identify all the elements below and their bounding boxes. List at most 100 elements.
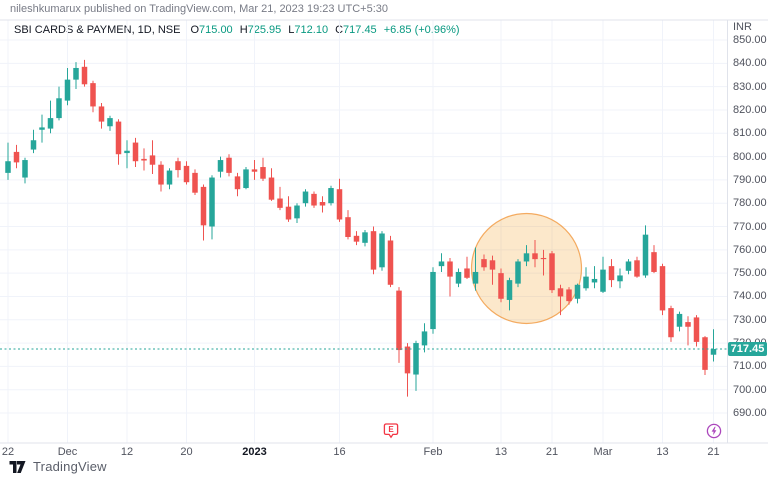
price-tick-label: 690.00 [733,407,767,419]
lightning-icon[interactable] [706,423,722,444]
candle-body [39,127,45,130]
highlight-circle[interactable] [470,212,583,325]
candle-body [379,233,385,268]
time-tick-label: 16 [333,446,346,458]
candle-body [30,140,37,150]
time-tick-label: 22 [1,446,15,458]
candle-body [651,252,657,272]
candle-body [336,189,343,220]
candle-body [328,188,334,204]
candle-body [200,186,207,226]
candle-body [523,253,530,262]
candle-body [158,164,164,185]
candle-body [489,260,496,270]
candle-body [387,240,394,285]
tradingview-brand-text[interactable]: TradingView [33,459,107,474]
candle-body [659,266,666,311]
candle-body [685,322,691,327]
time-tick-label: 21 [707,446,720,458]
candle-body [294,205,300,219]
time-tick-label: Dec [57,446,78,458]
candle-body [625,261,632,271]
candle-body [515,261,521,284]
price-tick-label: 760.00 [733,243,767,256]
last-price-label: 717.45 [728,342,767,356]
candle-body [209,177,215,227]
candle-body [438,261,445,267]
price-tick-label: 800.00 [733,150,767,163]
candle-body [183,165,190,183]
price-tick-label: 730.00 [733,313,767,326]
candle-body [634,260,640,277]
candle-body [268,177,275,200]
candle-body [498,273,504,299]
candle-body [5,161,11,173]
candle-body [574,284,581,299]
candle-body [260,167,266,179]
time-tick-label: 13 [656,446,669,458]
candle-body [56,98,62,119]
earnings-icon[interactable]: E [383,423,399,445]
candle-body [217,160,224,172]
price-tick-label: 850.00 [733,34,767,46]
candle-body [251,169,258,172]
candle-body [404,346,411,374]
candle-body [430,271,436,330]
time-tick-label: 20 [180,446,193,458]
candle-body [591,278,598,283]
candle-body [124,150,130,154]
candle-body [81,66,88,85]
time-tick-label: 2023 [242,446,267,458]
price-tick-label: 820.00 [733,103,767,116]
candle-body [396,290,402,351]
candle-body [464,268,470,278]
candle-body [64,79,71,101]
price-axis-currency: INR [733,21,752,33]
candle-body [311,193,317,206]
candle-body [506,280,513,300]
attribution-text: nileshkumarux published on TradingView.c… [10,3,388,15]
candle-body [710,349,717,355]
candle-body [557,288,564,297]
tradingview-logo-icon[interactable] [9,460,26,474]
candle-body [532,253,538,260]
candle-body [22,160,28,178]
candle-body [481,259,487,268]
legend-change: +6.85 (+0.96%) [383,24,460,36]
candle-body [149,155,156,165]
candle-body [243,169,249,189]
time-tick-label: 12 [120,446,134,458]
candle-body [277,198,283,208]
price-tick-label: 770.00 [733,220,767,233]
candle-body [141,158,147,161]
candle-body [566,289,572,302]
time-tick-label: Mar [593,446,613,458]
time-tick-label: 13 [494,446,508,458]
candle-body [608,266,615,281]
symbol-title[interactable]: SBI CARDS & PAYMEN, 1D, NSE [14,24,181,36]
candle-body [234,176,241,190]
candle-body [192,172,198,193]
candle-body [421,331,428,346]
legend-high: H725.95 [239,24,282,36]
candle-body [13,151,20,163]
candle-body [90,83,96,107]
candle-body [583,276,589,289]
candle-body [226,157,232,173]
candle-body [166,170,173,185]
price-tick-label: 830.00 [733,80,767,93]
footer: TradingView [9,459,107,474]
candle-body [47,118,54,129]
price-tick-label: 710.00 [733,360,767,373]
candle-body [353,235,360,242]
candle-body [319,202,326,206]
time-tick-label: 21 [545,446,559,458]
price-tick-label: 840.00 [733,57,767,70]
candle-body [115,121,122,155]
candle-body [362,232,368,243]
candle-body [668,308,674,338]
candle-body [175,161,181,171]
candle-body [540,257,547,260]
